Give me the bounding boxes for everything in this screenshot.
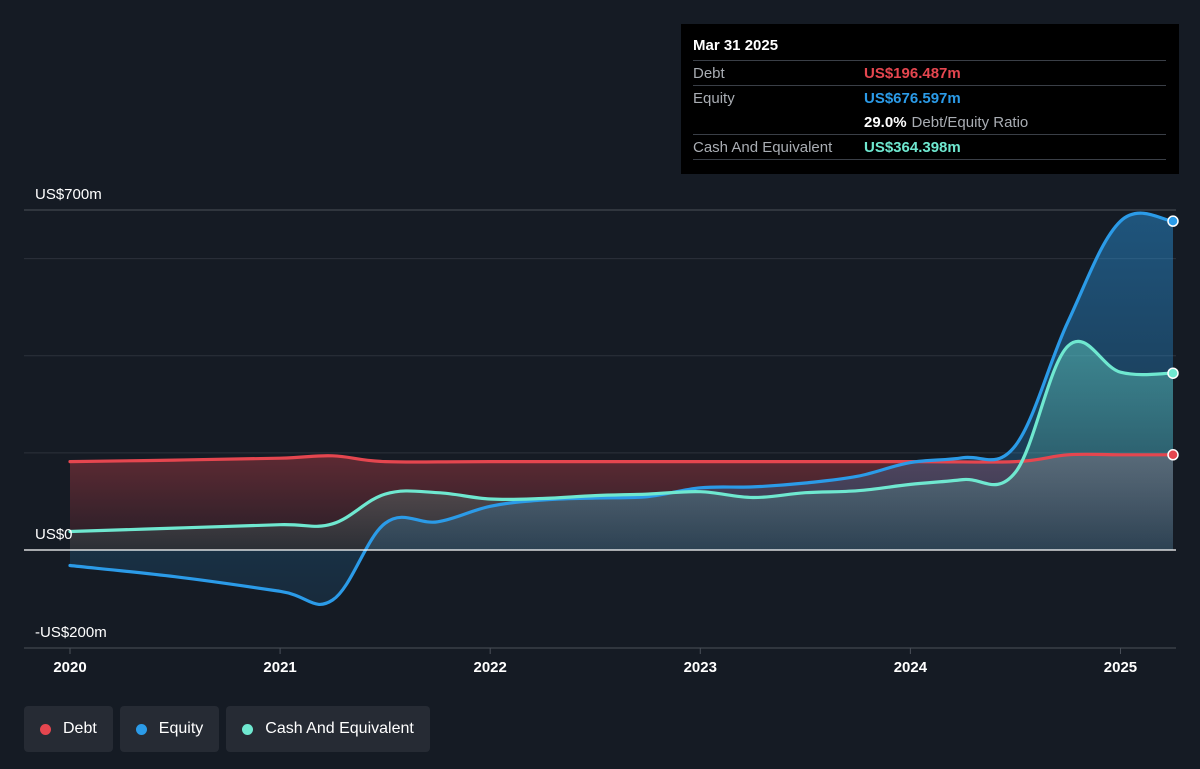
y-tick-label: US$0 bbox=[35, 526, 73, 543]
tooltip-value: 29.0% bbox=[864, 113, 907, 131]
tooltip-date: Mar 31 2025 bbox=[693, 37, 779, 54]
tooltip-label: Cash And Equivalent bbox=[693, 138, 833, 156]
equity-end-marker bbox=[1167, 215, 1179, 227]
y-tick-label: US$700m bbox=[35, 186, 102, 203]
axes: US$700m US$0 -US$200m 2020 2021 2022 2023 2024 2… bbox=[24, 186, 1176, 676]
tooltip-row-cash: Cash And Equivalent US$364.398m bbox=[693, 134, 1166, 159]
x-tick-label: 2024 bbox=[894, 659, 928, 676]
legend-item-cash[interactable]: Cash And Equivalent bbox=[226, 706, 430, 752]
y-tick-label: -US$200m bbox=[35, 624, 107, 641]
legend: Debt Equity Cash And Equivalent bbox=[24, 706, 437, 752]
cash-dot-icon bbox=[242, 723, 254, 735]
cash-and-equivalent-area bbox=[70, 341, 1173, 550]
x-tick-label: 2022 bbox=[474, 659, 507, 676]
debt-line bbox=[68, 452, 1175, 464]
legend-label: Cash And Equivalent bbox=[265, 720, 414, 737]
tooltip-value: US$364.398m bbox=[864, 138, 961, 156]
cash-and-equivalent-end-marker bbox=[1167, 367, 1179, 379]
tooltip-divider bbox=[693, 159, 1166, 160]
equity-dot-icon bbox=[135, 723, 147, 735]
legend-label: Debt bbox=[63, 720, 97, 737]
x-tick-label: 2025 bbox=[1104, 659, 1137, 676]
tooltip-row-equity: Equity US$676.597m bbox=[693, 85, 1166, 110]
debt-end-marker bbox=[1167, 449, 1179, 461]
x-tick-label: 2020 bbox=[53, 659, 86, 676]
tooltip-ratio-label: Debt/Equity Ratio bbox=[911, 113, 1029, 131]
x-tick-label: 2021 bbox=[263, 659, 296, 676]
debt-dot-icon bbox=[40, 723, 51, 735]
series-areas bbox=[70, 213, 1173, 605]
legend-label: Equity bbox=[158, 720, 204, 737]
series-end-markers bbox=[1167, 215, 1179, 461]
tooltip-panel: Mar 31 2025 Debt US$196.487m Equity US$6… bbox=[681, 24, 1179, 174]
tooltip-row-ratio: 29.0% Debt/Equity Ratio bbox=[693, 110, 1166, 134]
legend-item-debt[interactable]: Debt bbox=[24, 706, 113, 752]
cash-and-equivalent-line bbox=[68, 339, 1175, 534]
legend-item-equity[interactable]: Equity bbox=[119, 706, 220, 752]
tooltip-label: Equity bbox=[693, 89, 735, 107]
series-lines bbox=[68, 211, 1175, 606]
gridlines bbox=[24, 209, 1176, 454]
x-tick-label: 2023 bbox=[684, 659, 717, 676]
tooltip-value: US$196.487m bbox=[864, 64, 961, 82]
tooltip-value: US$676.597m bbox=[864, 89, 961, 107]
tooltip-row-debt: Debt US$196.487m bbox=[693, 60, 1166, 85]
tooltip-label: Debt bbox=[693, 64, 725, 82]
